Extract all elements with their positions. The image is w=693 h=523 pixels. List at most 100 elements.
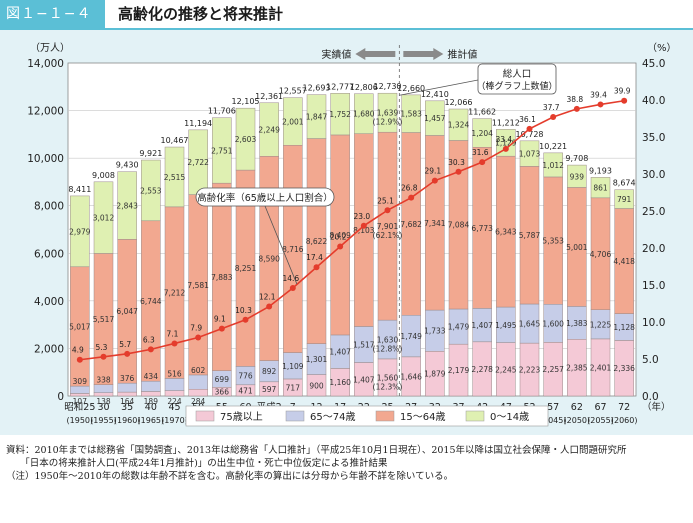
aging-rate-label: 17.4 (306, 253, 323, 262)
total-value-label: 12,806 (350, 83, 378, 92)
segment-value-label: 1,680 (353, 110, 375, 119)
aging-rate-point (621, 97, 628, 104)
figure-title: 高齢化の推移と将来推計 (118, 5, 284, 23)
aging-rate-label: 5.3 (96, 343, 108, 352)
bar-segment-age0_14 (93, 181, 114, 254)
bar-segment-age75plus (164, 390, 185, 397)
aging-rate-label: 14.6 (282, 274, 299, 283)
bar-segment-age0_14 (519, 140, 540, 167)
segment-value-label: 2,257 (542, 365, 564, 374)
segment-value-label: 6,343 (495, 228, 517, 237)
segment-value-label: 1,129 (495, 139, 517, 148)
total-value-label: 9,008 (92, 171, 115, 180)
segment-value-label: 1,383 (566, 319, 588, 328)
total-value-label: 9,708 (565, 154, 588, 163)
bar-segment-age65_74 (141, 380, 161, 392)
y-right-tick-label: 35.0 (642, 132, 665, 144)
segment-value-label: 1,407 (471, 321, 493, 330)
aging-rate-label: 7.1 (167, 329, 179, 338)
segment-value-label: 2,979 (69, 227, 91, 236)
segment-pct-label: (12.8%) (373, 345, 403, 354)
x-year-label: (2050) (564, 416, 591, 425)
segment-value-label: 3,012 (93, 214, 115, 223)
bar-label-group: 107 309 5,017 2,979 8,411 138 338 5,517 3,012 9,0… (68, 82, 635, 406)
bar-segment-age75plus (70, 393, 90, 397)
rate-line-group: 4.9 5.3 5.7 6.3 7.1 7.9 9.1 10.3 12.1 14.6 17.4 20.… (72, 87, 631, 363)
aging-rate-point (76, 356, 83, 363)
x-unit: （年） (642, 401, 671, 413)
y-right-tick-label: 5.0 (642, 354, 659, 366)
bar-segment-age75plus (93, 392, 114, 397)
aging-rate-label: 39.9 (614, 87, 631, 96)
segment-value-label: 434 (144, 372, 159, 381)
x-year-label: (2045) (540, 416, 567, 425)
segment-value-label: 8,409 (329, 231, 351, 240)
total-value-label: 12,361 (255, 92, 283, 101)
total-value-label: 9,193 (589, 166, 612, 175)
bar-segment-age65_74 (188, 374, 208, 390)
segment-value-label: 1,457 (424, 114, 446, 123)
segment-value-label: 4,418 (613, 257, 635, 266)
aging-rate-point (313, 264, 320, 271)
total-value-label: 12,777 (326, 82, 354, 91)
segment-value-label: 1,225 (590, 320, 612, 329)
aging-rate-point (408, 194, 415, 201)
segment-value-label: 2,515 (164, 173, 186, 182)
total-value-label: 10,221 (539, 142, 567, 151)
total-value-label: 12,693 (303, 84, 331, 93)
note-line: 「日本の将来推計人口(平成24年1月推計)」の出生中位・死亡中位仮定による推計結… (6, 458, 388, 469)
bar-segment-age0_14 (306, 94, 327, 139)
bar-segment-age0_14 (259, 102, 279, 157)
segment-value-label: 597 (262, 385, 277, 394)
segment-value-label: 224 (167, 397, 182, 406)
segment-value-label: 5,787 (519, 231, 541, 240)
legend-group: 75歳以上 65〜74歳 15〜64歳 0〜14歳 (185, 405, 549, 427)
segment-value-label: 1,204 (471, 129, 493, 138)
aging-rate-label: 7.9 (190, 324, 202, 333)
bar-segment-age0_14 (212, 117, 232, 184)
total-value-label: 11,194 (184, 119, 212, 128)
total-value-label: 10,728 (516, 130, 544, 139)
aging-rate-point (573, 105, 580, 112)
x-era-label: 72 (618, 402, 630, 413)
total-value-label: 10,467 (161, 136, 189, 145)
segment-value-label: 602 (191, 366, 206, 375)
segment-value-label: 1,733 (424, 327, 446, 336)
segment-value-label: 1,324 (448, 121, 470, 130)
legend-label-age65_74: 65〜74歳 (310, 411, 355, 423)
segment-value-label: 8,590 (258, 254, 280, 263)
legend-label-age15_64: 15〜64歳 (400, 411, 445, 423)
segment-value-label: 7,883 (211, 273, 233, 282)
y-left-unit: （万人） (30, 42, 70, 54)
aging-rate-line (79, 99, 625, 361)
aging-rate-point (384, 207, 391, 214)
bar-segment-age65_74 (164, 378, 185, 391)
bar-segment-age0_14 (543, 152, 563, 178)
aging-rate-point (526, 125, 533, 132)
segment-value-label: 8,103 (353, 226, 375, 235)
x-era-label: 45 (168, 402, 180, 413)
total-callout-line1: 総人口 (503, 68, 532, 80)
aging-rate-point (431, 177, 438, 184)
aging-rate-label: 12.1 (259, 292, 276, 301)
segment-value-label: 699 (215, 375, 230, 384)
segment-pct-label: (12.9%) (373, 118, 403, 127)
segment-value-label: 1,600 (542, 319, 564, 328)
y-right-tick-label: 25.0 (642, 206, 665, 218)
bar-segment-age75plus (188, 388, 208, 397)
x-year-label: (2055) (587, 416, 614, 425)
legend-label-age75plus: 75歳以上 (220, 411, 263, 423)
y-right-tick-label: 15.0 (642, 280, 665, 292)
aging-rate-point (171, 340, 178, 347)
x-year-label: (1965) (138, 416, 165, 425)
segment-value-label: 471 (238, 386, 253, 395)
bar-segment-age65_74 (70, 385, 90, 394)
segment-value-label: 7,901 (377, 222, 399, 231)
segment-value-label: 8,251 (235, 264, 257, 273)
bar-segment-age0_14 (235, 107, 256, 171)
total-value-label: 8,674 (613, 179, 636, 188)
segment-value-label: 8,716 (282, 245, 304, 254)
total-value-label: 12,660 (397, 84, 425, 93)
